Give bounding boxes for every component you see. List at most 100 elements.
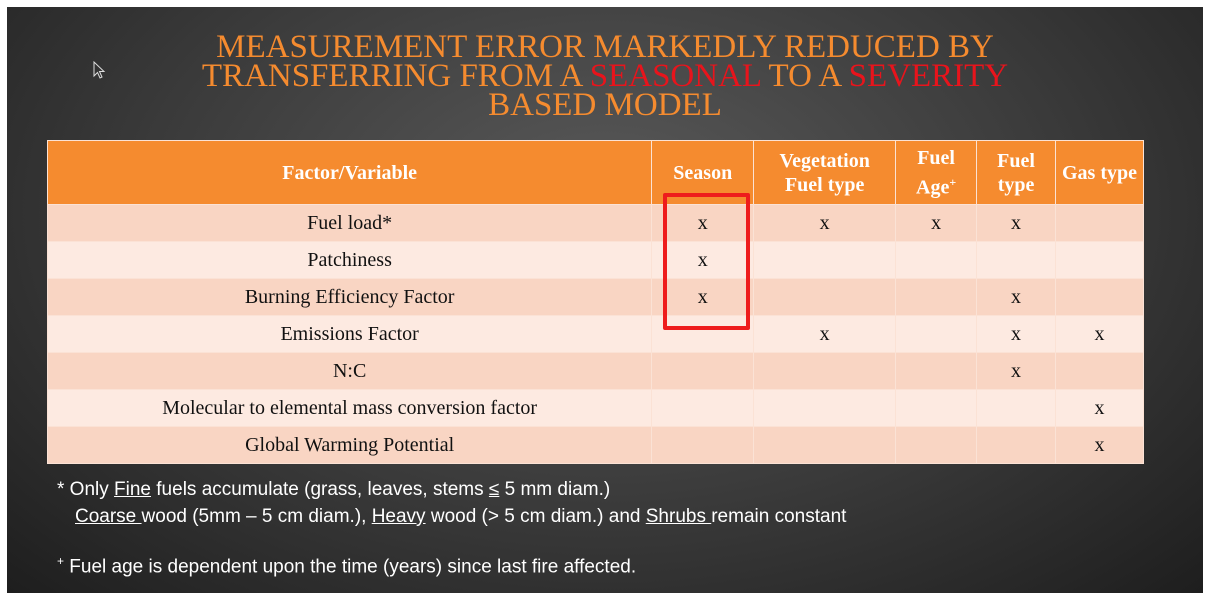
title-text: SEVERITY xyxy=(848,58,1009,94)
mark-cell xyxy=(651,352,755,390)
table-row: Emissions Factor x x x xyxy=(46,315,1144,353)
cell-text: Global Warming Potential xyxy=(245,433,455,456)
mark-cell: x xyxy=(1055,315,1144,353)
mark-cell xyxy=(753,241,897,279)
footnote-line: + Fuel age is dependent upon the time (y… xyxy=(57,548,846,578)
cell-text: x xyxy=(1094,396,1105,419)
title-text: TRANSFERRING FROM A xyxy=(201,58,590,94)
mark-cell xyxy=(895,278,978,316)
title-text: SEASONAL xyxy=(589,58,761,94)
footnote-text: Heavy xyxy=(371,506,426,527)
cell-text: Fuel load* xyxy=(307,211,393,234)
title-text: TO A xyxy=(760,58,849,94)
cell-text: x xyxy=(1011,322,1022,345)
cell-text: x xyxy=(1094,433,1105,456)
mark-cell xyxy=(1055,278,1144,316)
mark-cell xyxy=(753,278,897,316)
footnote-text: wood (> 5 cm diam.) and xyxy=(425,506,646,527)
header-text: Fuel type xyxy=(997,149,1035,196)
cell-text: x xyxy=(1011,285,1022,308)
table-row: Molecular to elemental mass conversion f… xyxy=(46,389,1144,427)
row-label: Fuel load* xyxy=(46,204,653,242)
header-cell: Fuel Age+ xyxy=(895,140,978,205)
mark-cell: x xyxy=(753,204,897,242)
row-label: Patchiness xyxy=(46,241,653,279)
footnote-line: * Only Fine fuels accumulate (grass, lea… xyxy=(57,476,846,503)
header-cell: Factor/Variable xyxy=(46,140,653,205)
mark-cell xyxy=(651,426,755,464)
mark-cell xyxy=(976,426,1057,464)
mark-cell xyxy=(753,352,897,390)
cell-text: x xyxy=(697,285,708,308)
cell-text: x xyxy=(697,211,708,234)
mark-cell xyxy=(895,389,978,427)
table-row: Burning Efficiency Factor x x xyxy=(46,278,1144,316)
mark-cell xyxy=(895,241,978,279)
cell-text: x xyxy=(1094,322,1105,345)
table-row: N:C x xyxy=(46,352,1144,390)
footnote-text: + xyxy=(57,554,65,568)
cell-text: N:C xyxy=(332,359,367,382)
slide-title: MEASUREMENT ERROR MARKEDLY REDUCED BY TRA… xyxy=(7,31,1203,122)
mark-cell xyxy=(976,241,1057,279)
cell-text: Burning Efficiency Factor xyxy=(244,285,455,308)
footnote-text: Coarse xyxy=(75,506,142,527)
header-text: Gas type xyxy=(1062,161,1137,184)
row-label: Burning Efficiency Factor xyxy=(46,278,653,316)
mark-cell: x xyxy=(651,278,755,316)
cell-text: x xyxy=(697,248,708,271)
header-text: Season xyxy=(673,161,733,184)
footnote-text: Shrubs xyxy=(645,506,712,527)
footnote-text: wood (5mm – 5 cm diam.), xyxy=(141,506,372,527)
footnote-text: fuels accumulate (grass, leaves, stems xyxy=(151,479,489,500)
footnote-text: * Only xyxy=(57,479,115,500)
mark-cell: x xyxy=(976,352,1057,390)
mark-cell: x xyxy=(976,204,1057,242)
cell-text: x xyxy=(1011,359,1022,382)
footnote-text: Fine xyxy=(114,479,151,500)
mark-cell: x xyxy=(753,315,897,353)
footnote-line: Coarse wood (5mm – 5 cm diam.), Heavy wo… xyxy=(57,503,846,530)
header-row: Factor/Variable Season Vegetation Fuel typ… xyxy=(46,140,1144,205)
footnotes: * Only Fine fuels accumulate (grass, lea… xyxy=(57,476,846,578)
table-row: Patchiness x xyxy=(46,241,1144,279)
mark-cell xyxy=(1055,204,1144,242)
row-label: N:C xyxy=(46,352,653,390)
title-line: MEASUREMENT ERROR MARKEDLY REDUCED BY xyxy=(7,31,1203,64)
header-text: Fuel Age xyxy=(916,146,955,199)
cell-text: x xyxy=(819,322,830,345)
title-text: MEASUREMENT ERROR MARKEDLY REDUCED BY xyxy=(216,29,994,65)
row-label: Molecular to elemental mass conversion f… xyxy=(46,389,653,427)
cell-text: Molecular to elemental mass conversion f… xyxy=(162,396,538,419)
mark-cell: x xyxy=(976,278,1057,316)
cell-text: Emissions Factor xyxy=(280,322,419,345)
mark-cell xyxy=(651,389,755,427)
cursor-icon xyxy=(93,61,106,79)
footnote-text: Fuel age is dependent upon the time (yea… xyxy=(64,556,637,578)
mark-cell xyxy=(1055,352,1144,390)
footnote-text: 5 mm diam.) xyxy=(499,479,611,500)
row-label: Emissions Factor xyxy=(46,315,653,353)
header-text: Vegetation Fuel type xyxy=(779,149,870,196)
highlight-box xyxy=(663,193,750,330)
mark-cell xyxy=(976,389,1057,427)
header-text: Factor/Variable xyxy=(282,161,418,184)
mark-cell xyxy=(753,389,897,427)
mark-cell xyxy=(651,315,755,353)
mark-cell xyxy=(895,315,978,353)
mark-cell: x xyxy=(1055,426,1144,464)
factor-table: Factor/Variable Season Vegetation Fuel typ… xyxy=(46,140,1144,464)
cell-text: Patchiness xyxy=(307,248,392,271)
header-cell: Gas type xyxy=(1055,140,1144,205)
header-cell: Fuel type xyxy=(976,140,1057,205)
mark-cell xyxy=(753,426,897,464)
footnote-text: ≤ xyxy=(488,479,500,500)
header-sup: + xyxy=(949,174,957,189)
mark-cell: x xyxy=(651,241,755,279)
title-line: BASED MODEL xyxy=(7,89,1203,122)
footnote-text: remain constant xyxy=(711,506,847,527)
cell-text: x xyxy=(931,211,942,234)
mark-cell xyxy=(895,426,978,464)
table-row: Fuel load* x x x x xyxy=(46,204,1144,242)
mark-cell: x xyxy=(976,315,1057,353)
